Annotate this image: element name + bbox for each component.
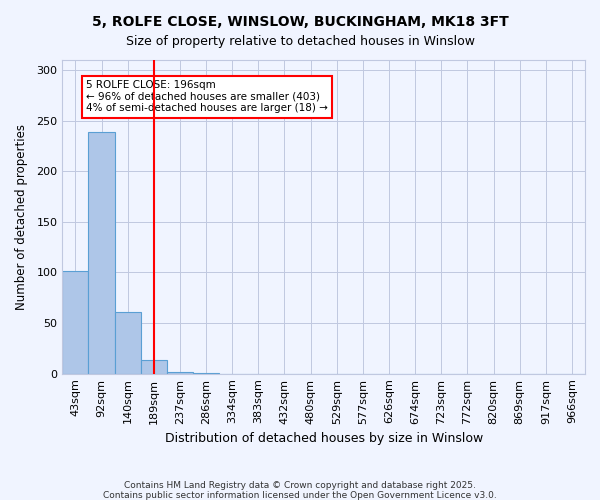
- Bar: [62, 272, 88, 374]
- Bar: [167, 372, 193, 374]
- Bar: [193, 372, 219, 374]
- X-axis label: Distribution of detached houses by size in Winslow: Distribution of detached houses by size …: [164, 432, 483, 445]
- Text: Size of property relative to detached houses in Winslow: Size of property relative to detached ho…: [125, 35, 475, 48]
- Text: Contains public sector information licensed under the Open Government Licence v3: Contains public sector information licen…: [103, 491, 497, 500]
- Bar: [141, 360, 167, 374]
- Bar: [88, 132, 115, 374]
- Y-axis label: Number of detached properties: Number of detached properties: [15, 124, 28, 310]
- Bar: [115, 312, 141, 374]
- Text: 5, ROLFE CLOSE, WINSLOW, BUCKINGHAM, MK18 3FT: 5, ROLFE CLOSE, WINSLOW, BUCKINGHAM, MK1…: [92, 15, 508, 29]
- Text: Contains HM Land Registry data © Crown copyright and database right 2025.: Contains HM Land Registry data © Crown c…: [124, 481, 476, 490]
- Text: 5 ROLFE CLOSE: 196sqm
← 96% of detached houses are smaller (403)
4% of semi-deta: 5 ROLFE CLOSE: 196sqm ← 96% of detached …: [86, 80, 328, 114]
